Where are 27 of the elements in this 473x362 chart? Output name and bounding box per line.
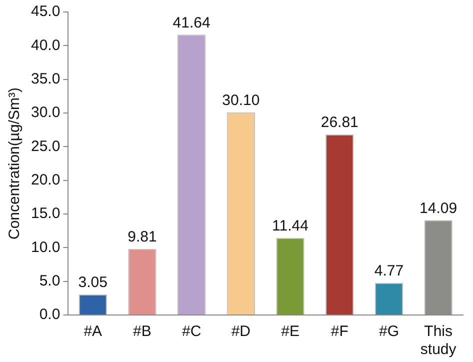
x-tick-label: This study bbox=[420, 323, 457, 358]
data-label: 41.64 bbox=[172, 14, 210, 32]
x-tick-label: #F bbox=[330, 323, 348, 340]
data-label: 11.44 bbox=[272, 218, 308, 235]
y-tick-label: 0.0 bbox=[39, 306, 60, 324]
y-tick-label: 40.0 bbox=[30, 36, 60, 54]
data-label: 14.09 bbox=[420, 200, 458, 217]
data-label: 26.81 bbox=[320, 114, 358, 132]
data-label: 9.81 bbox=[128, 228, 157, 246]
y-tick-label: 10.0 bbox=[30, 238, 60, 256]
y-tick-label: 45.0 bbox=[30, 3, 60, 20]
x-tick-label: #D bbox=[231, 323, 251, 340]
y-tick-label: 15.0 bbox=[30, 205, 60, 222]
x-tick-label: #C bbox=[182, 323, 202, 340]
y-tick-label: 5.0 bbox=[39, 272, 60, 290]
data-label: 3.05 bbox=[78, 274, 108, 292]
x-tick-label: #E bbox=[281, 323, 300, 340]
x-tick-label: #A bbox=[84, 323, 102, 340]
x-tick-label: #G bbox=[378, 323, 399, 340]
y-tick-label: 25.0 bbox=[30, 138, 60, 155]
x-tick-label: #B bbox=[133, 323, 152, 340]
data-label: 30.10 bbox=[222, 92, 260, 109]
y-tick-label: 30.0 bbox=[30, 104, 60, 122]
y-tick-label: 35.0 bbox=[30, 70, 60, 88]
data-label: 4.77 bbox=[374, 262, 404, 280]
y-axis-title: Concentration(µg/Sm³) bbox=[6, 87, 24, 240]
y-tick-label: 20.0 bbox=[30, 171, 60, 188]
